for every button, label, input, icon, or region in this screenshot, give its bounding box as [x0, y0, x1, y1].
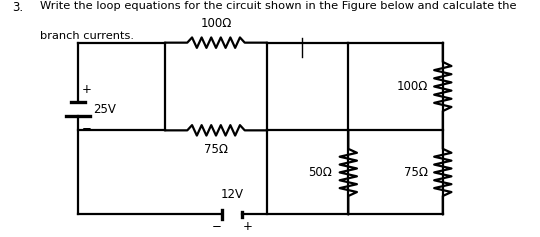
Text: 50Ω: 50Ω: [308, 166, 332, 179]
Text: 25V: 25V: [93, 103, 116, 115]
Text: +: +: [82, 83, 91, 96]
Text: 3.: 3.: [12, 1, 23, 14]
Text: 100Ω: 100Ω: [396, 80, 428, 93]
Text: 100Ω: 100Ω: [200, 17, 232, 30]
Text: Write the loop equations for the circuit shown in the Figure below and calculate: Write the loop equations for the circuit…: [40, 1, 517, 11]
Text: −: −: [82, 122, 91, 135]
Text: 12V: 12V: [221, 188, 244, 201]
Text: 75Ω: 75Ω: [404, 166, 428, 179]
Text: branch currents.: branch currents.: [40, 31, 134, 41]
Text: +: +: [242, 220, 252, 233]
Text: 75Ω: 75Ω: [204, 143, 228, 156]
Text: −: −: [212, 220, 222, 233]
